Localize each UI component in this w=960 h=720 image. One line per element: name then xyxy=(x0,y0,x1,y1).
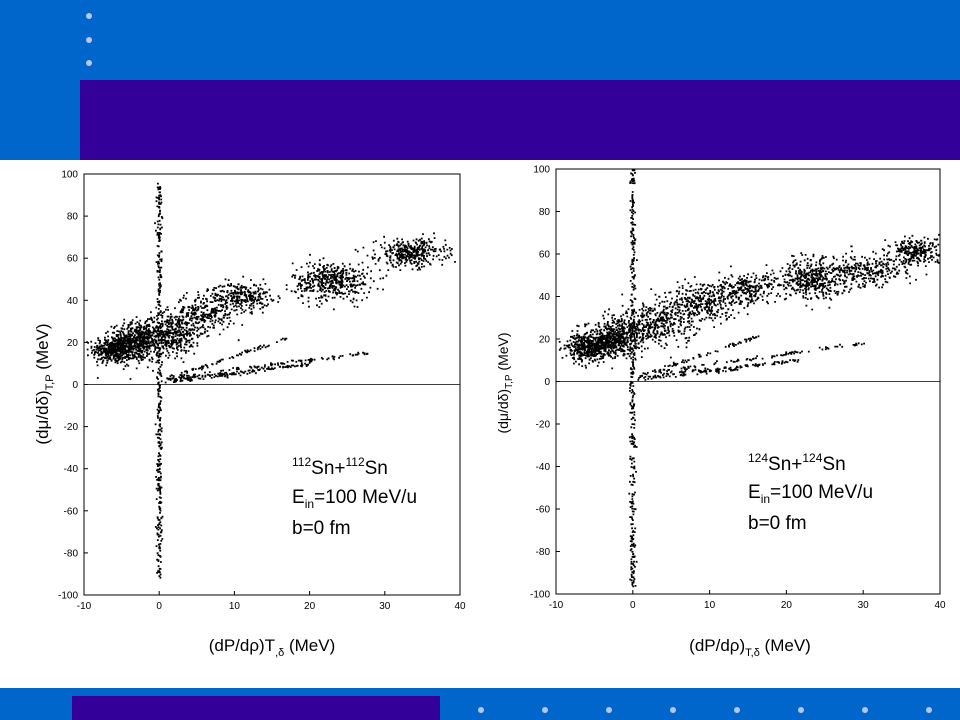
energy-label: Ein=100 MeV/u xyxy=(748,482,873,506)
energy-label: Ein=100 MeV/u xyxy=(292,487,417,511)
impact-label: b=0 fm xyxy=(292,518,351,539)
y-tick-label: -40 xyxy=(64,464,79,475)
decor-dot xyxy=(926,707,932,713)
x-tick-label: 40 xyxy=(454,601,466,612)
y-tick-label: -60 xyxy=(64,506,79,517)
y-tick-label: -100 xyxy=(58,591,78,602)
y-tick-label: -60 xyxy=(536,505,551,516)
decor-dot xyxy=(798,707,804,713)
y-axis: -100 -80 -60 -40 -20 0 20 40 60 80 100 xyxy=(530,165,560,601)
x-axis-label: (dP/dρ)T,δ (MeV) xyxy=(209,636,336,659)
x-tick-label: -10 xyxy=(77,601,92,612)
y-tick-label: 80 xyxy=(67,212,79,223)
y-axis-label: (dμ/dδ)T,P (MeV) xyxy=(495,332,515,433)
decor-dot xyxy=(542,707,548,713)
y-tick-label: 40 xyxy=(67,296,79,307)
decor-dot xyxy=(862,707,868,713)
y-tick-label: -80 xyxy=(536,547,551,558)
x-tick-label: 10 xyxy=(704,600,716,611)
decor-dot xyxy=(670,707,676,713)
x-tick-label: 30 xyxy=(858,600,870,611)
y-tick-label: 80 xyxy=(539,207,551,218)
footer-bar xyxy=(72,696,440,720)
title-bar xyxy=(80,80,960,160)
y-tick-label: -20 xyxy=(64,422,79,433)
y-tick-label: 20 xyxy=(539,335,551,346)
left-scatter-chart: -10 0 10 20 30 40 -100-80-60-40-2002040608010… xyxy=(33,170,466,660)
x-tick-label: 30 xyxy=(379,601,391,612)
decor-dot xyxy=(606,707,612,713)
x-tick-label: 40 xyxy=(934,600,946,611)
y-tick-label: -100 xyxy=(530,590,550,601)
y-tick-label: 0 xyxy=(72,380,78,391)
scatter-point-cloud xyxy=(86,182,456,579)
y-axis: -100 -80 -60 -40 -20 0 20 40 60 80 100 xyxy=(58,170,88,602)
x-axis: -10 0 10 20 30 40 xyxy=(77,591,466,612)
decor-dot xyxy=(478,707,484,713)
x-tick-label: 0 xyxy=(156,601,162,612)
reaction-label: 124Sn+124Sn xyxy=(748,451,846,475)
reaction-label: 112Sn+112Sn xyxy=(292,455,388,479)
x-tick-label: 0 xyxy=(630,600,636,611)
decor-dot xyxy=(86,37,92,43)
decor-dot xyxy=(734,707,740,713)
y-tick-label: 20 xyxy=(67,338,79,349)
scatter-points xyxy=(86,182,456,579)
x-axis: -10 0 10 20 30 40 xyxy=(549,590,946,611)
right-scatter-chart: -10 0 10 20 30 40 -100-80-60-40-2002040608010… xyxy=(495,165,946,660)
y-tick-label: -80 xyxy=(64,548,79,559)
x-tick-label: 20 xyxy=(781,600,793,611)
y-tick-label: 0 xyxy=(544,377,550,388)
x-tick-label: 10 xyxy=(229,601,241,612)
decor-dot xyxy=(86,60,92,66)
impact-label: b=0 fm xyxy=(748,513,807,534)
x-tick-label: -10 xyxy=(549,600,564,611)
decor-dot xyxy=(86,13,92,19)
y-tick-label: 60 xyxy=(539,250,551,261)
y-tick-label: 60 xyxy=(67,254,79,265)
y-tick-label: 100 xyxy=(533,165,550,176)
y-tick-label: 40 xyxy=(539,292,551,303)
y-axis-label: (dμ/dδ)T,P (MeV) xyxy=(33,323,56,444)
y-tick-label: 100 xyxy=(61,170,78,181)
x-axis-label: (dP/dρ)T,δ (MeV) xyxy=(689,636,811,659)
y-tick-label: -40 xyxy=(536,462,551,473)
x-tick-label: 20 xyxy=(304,601,316,612)
y-tick-label: -20 xyxy=(536,420,551,431)
